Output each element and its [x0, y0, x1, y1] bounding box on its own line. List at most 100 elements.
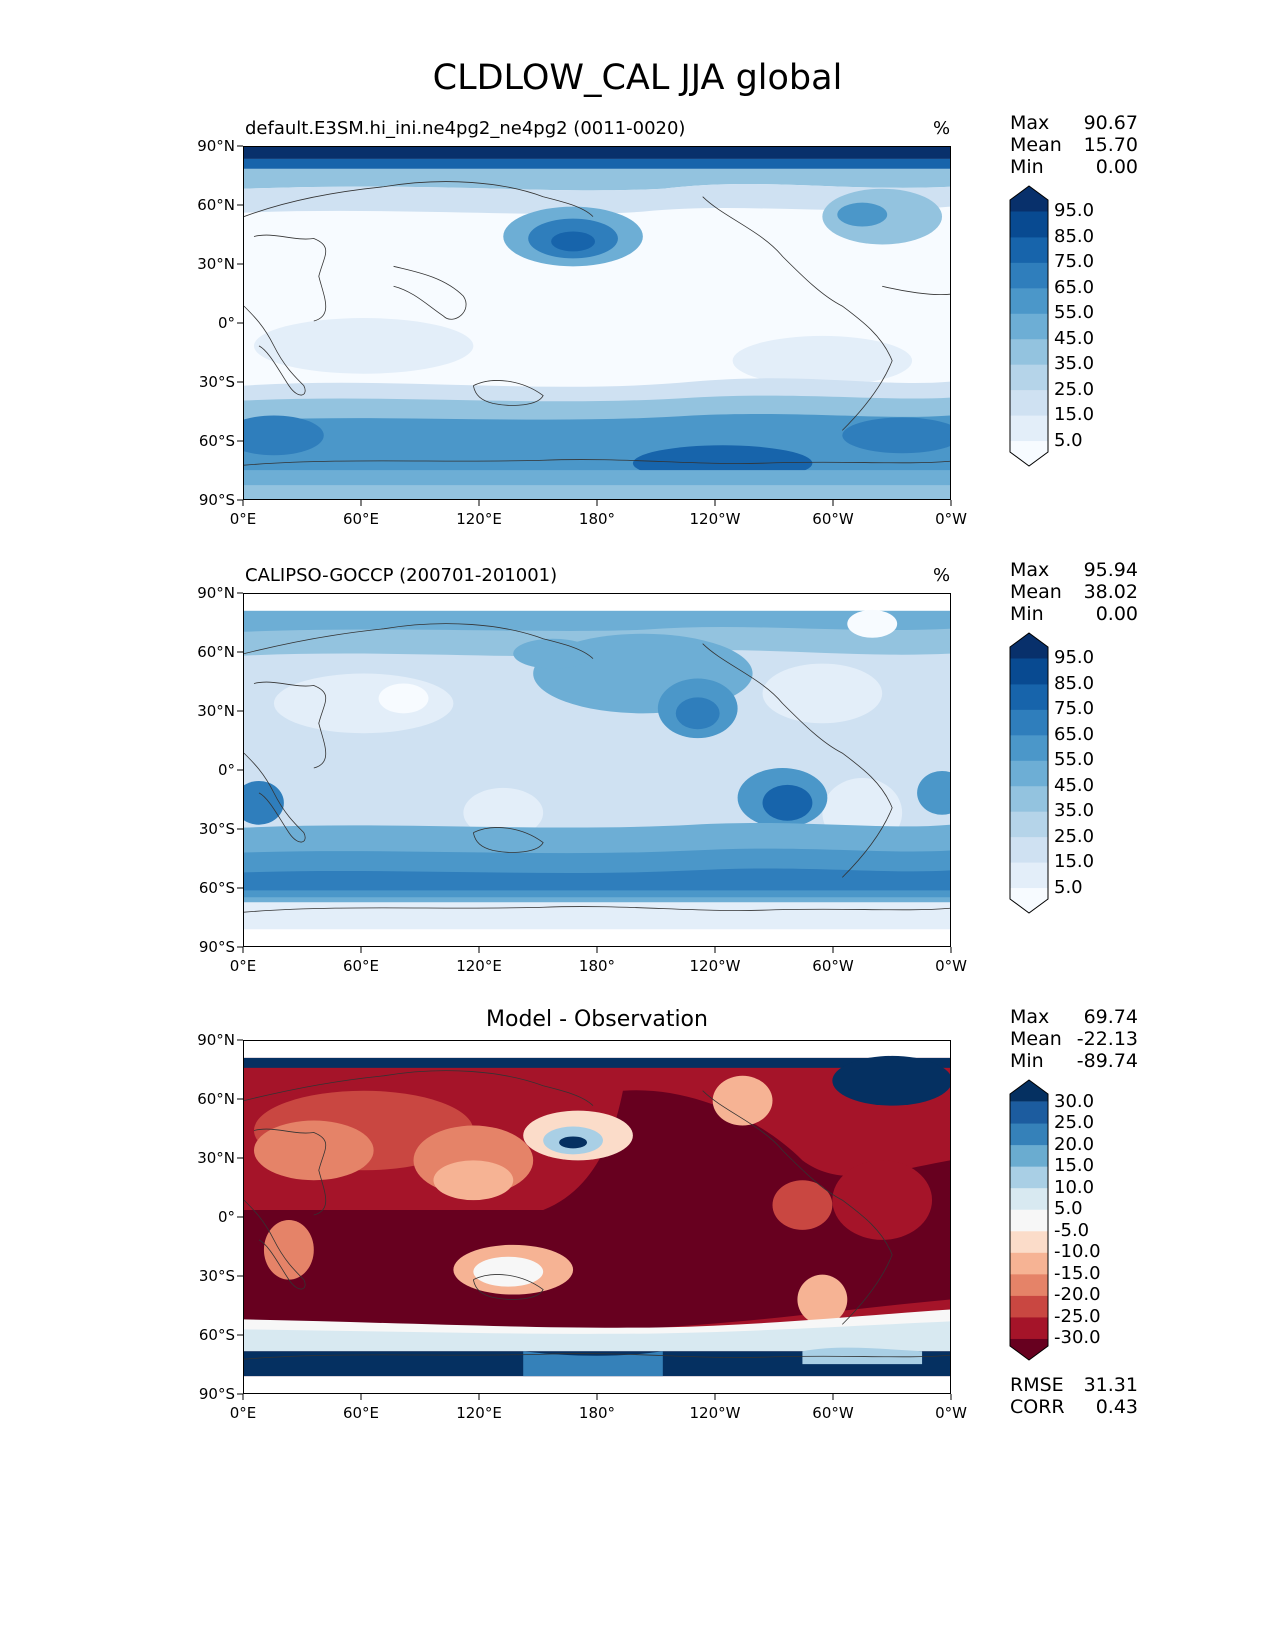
- colorbar-swatch: [1010, 633, 1048, 659]
- metric-name: CORR: [1010, 1396, 1065, 1418]
- colorbar-swatch: [1010, 887, 1048, 913]
- stat-value: 15.70: [1083, 134, 1138, 156]
- lat-tick-label: 60°N: [197, 196, 235, 214]
- colorbar-swatch: [1010, 1187, 1048, 1210]
- metric-value: 0.43: [1095, 1396, 1138, 1418]
- stat-name: Mean: [1010, 581, 1062, 603]
- colorbar-swatch: [1010, 440, 1048, 466]
- panel1-map: [243, 146, 951, 500]
- lon-tick-label: 60°W: [812, 957, 854, 975]
- lat-tick-label: 60°S: [198, 879, 235, 897]
- stat-value: 38.02: [1083, 581, 1138, 603]
- panel2-stats: Max 95.94 Mean 38.02 Min 0.00: [1010, 559, 1138, 625]
- lat-tick-label: 60°N: [197, 643, 235, 661]
- colorbar-swatch: [1010, 734, 1048, 761]
- colorbar-swatch: [1010, 1295, 1048, 1318]
- lat-tick-label: 30°N: [197, 702, 235, 720]
- lon-tick-label: 60°W: [812, 510, 854, 528]
- colorbar-tick-label: 35.0: [1054, 353, 1095, 375]
- lon-tick-label: 60°E: [342, 957, 380, 975]
- lat-tick-label: 30°S: [198, 373, 235, 391]
- lon-tick-label: 0°W: [935, 957, 967, 975]
- colorbar-tick-label: 25.0: [1054, 1112, 1095, 1134]
- colorbar-swatch: [1010, 709, 1048, 736]
- panel3-stats: Max 69.74 Mean -22.13 Min -89.74: [1010, 1006, 1138, 1072]
- stat-name: Max: [1010, 1006, 1050, 1028]
- colorbar-tick-label: 65.0: [1054, 723, 1095, 745]
- colorbar-tick-label: 45.0: [1054, 774, 1095, 796]
- colorbar-swatch: [1010, 862, 1048, 889]
- stat-name: Min: [1010, 1050, 1044, 1072]
- colorbar-tick-label: 85.0: [1054, 225, 1095, 247]
- lon-tick-label: 180°: [578, 957, 616, 975]
- colorbar-tick-label: 5.0: [1054, 1198, 1083, 1220]
- colorbar-tick-label: 35.0: [1054, 800, 1095, 822]
- stat-name: Min: [1010, 156, 1044, 178]
- stat-value: -89.74: [1076, 1050, 1138, 1072]
- stat-value: -22.13: [1076, 1028, 1138, 1050]
- panel2-label: CALIPSO-GOCCP (200701-201001): [245, 565, 558, 586]
- lat-tick-label: 0°: [217, 761, 235, 779]
- lat-tick-label: 90°S: [198, 1385, 235, 1403]
- lat-tick-label: 90°S: [198, 938, 235, 956]
- panel2-field: [244, 594, 950, 946]
- lon-tick-label: 0°E: [229, 510, 257, 528]
- lat-tick-label: 0°: [217, 314, 235, 332]
- colorbar-tick-label: 95.0: [1054, 200, 1095, 222]
- panel1-units: %: [933, 118, 951, 139]
- lat-tick-label: 90°N: [197, 584, 235, 602]
- colorbar-2: [1009, 632, 1049, 914]
- colorbar-swatch: [1010, 1316, 1048, 1339]
- lon-tick-label: 0°E: [229, 957, 257, 975]
- colorbar-swatch: [1010, 1166, 1048, 1189]
- lon-tick-label: 180°: [578, 1404, 616, 1422]
- lat-tick-label: 60°N: [197, 1090, 235, 1108]
- colorbar-swatch: [1010, 389, 1048, 416]
- colorbar-swatch: [1010, 1144, 1048, 1167]
- lon-tick-label: 0°E: [229, 1404, 257, 1422]
- lon-tick-label: 120°W: [689, 957, 741, 975]
- lon-tick-label: 120°E: [456, 510, 502, 528]
- colorbar-tick-label: 85.0: [1054, 672, 1095, 694]
- colorbar-tick-label: 5.0: [1054, 876, 1083, 898]
- colorbar-swatch: [1010, 760, 1048, 787]
- colorbar-tick-label: -5.0: [1054, 1219, 1090, 1241]
- colorbar-3: [1009, 1079, 1049, 1361]
- panel2-units: %: [933, 565, 951, 586]
- lon-tick-label: 120°W: [689, 510, 741, 528]
- colorbar-tick-label: 65.0: [1054, 276, 1095, 298]
- colorbar-swatch: [1010, 1123, 1048, 1146]
- stat-value: 95.94: [1083, 559, 1138, 581]
- lon-tick-label: 120°W: [689, 1404, 741, 1422]
- colorbar-swatch: [1010, 1209, 1048, 1232]
- colorbar-tick-label: 10.0: [1054, 1176, 1095, 1198]
- stat-value: 0.00: [1095, 156, 1138, 178]
- colorbar-swatch: [1010, 1101, 1048, 1124]
- colorbar-tick-label: -10.0: [1054, 1241, 1101, 1263]
- colorbar-tick-label: 75.0: [1054, 251, 1095, 273]
- colorbar-tick-label: -30.0: [1054, 1327, 1101, 1349]
- colorbar-tick-label: 25.0: [1054, 825, 1095, 847]
- colorbar-tick-label: 25.0: [1054, 378, 1095, 400]
- colorbar-swatch: [1010, 811, 1048, 838]
- colorbar-1: [1009, 185, 1049, 467]
- lat-tick-label: 0°: [217, 1208, 235, 1226]
- panel2-map: [243, 593, 951, 947]
- colorbar-swatch: [1010, 211, 1048, 238]
- colorbar-swatch: [1010, 658, 1048, 685]
- colorbar-swatch: [1010, 262, 1048, 289]
- lon-tick-label: 180°: [578, 510, 616, 528]
- colorbar-outline: [1009, 185, 1049, 467]
- colorbar-tick-label: 45.0: [1054, 327, 1095, 349]
- panel3-map: [243, 1040, 951, 1394]
- colorbar-swatch: [1010, 415, 1048, 442]
- metric-value: 31.31: [1083, 1374, 1138, 1396]
- stat-value: 90.67: [1083, 112, 1138, 134]
- colorbar-tick-label: 5.0: [1054, 429, 1083, 451]
- stat-name: Min: [1010, 603, 1044, 625]
- panel3-field: [244, 1041, 950, 1393]
- panel1-field: [244, 147, 950, 499]
- lon-tick-label: 0°W: [935, 510, 967, 528]
- panel3-label: Model - Observation: [486, 1007, 708, 1032]
- colorbar-tick-label: -15.0: [1054, 1262, 1101, 1284]
